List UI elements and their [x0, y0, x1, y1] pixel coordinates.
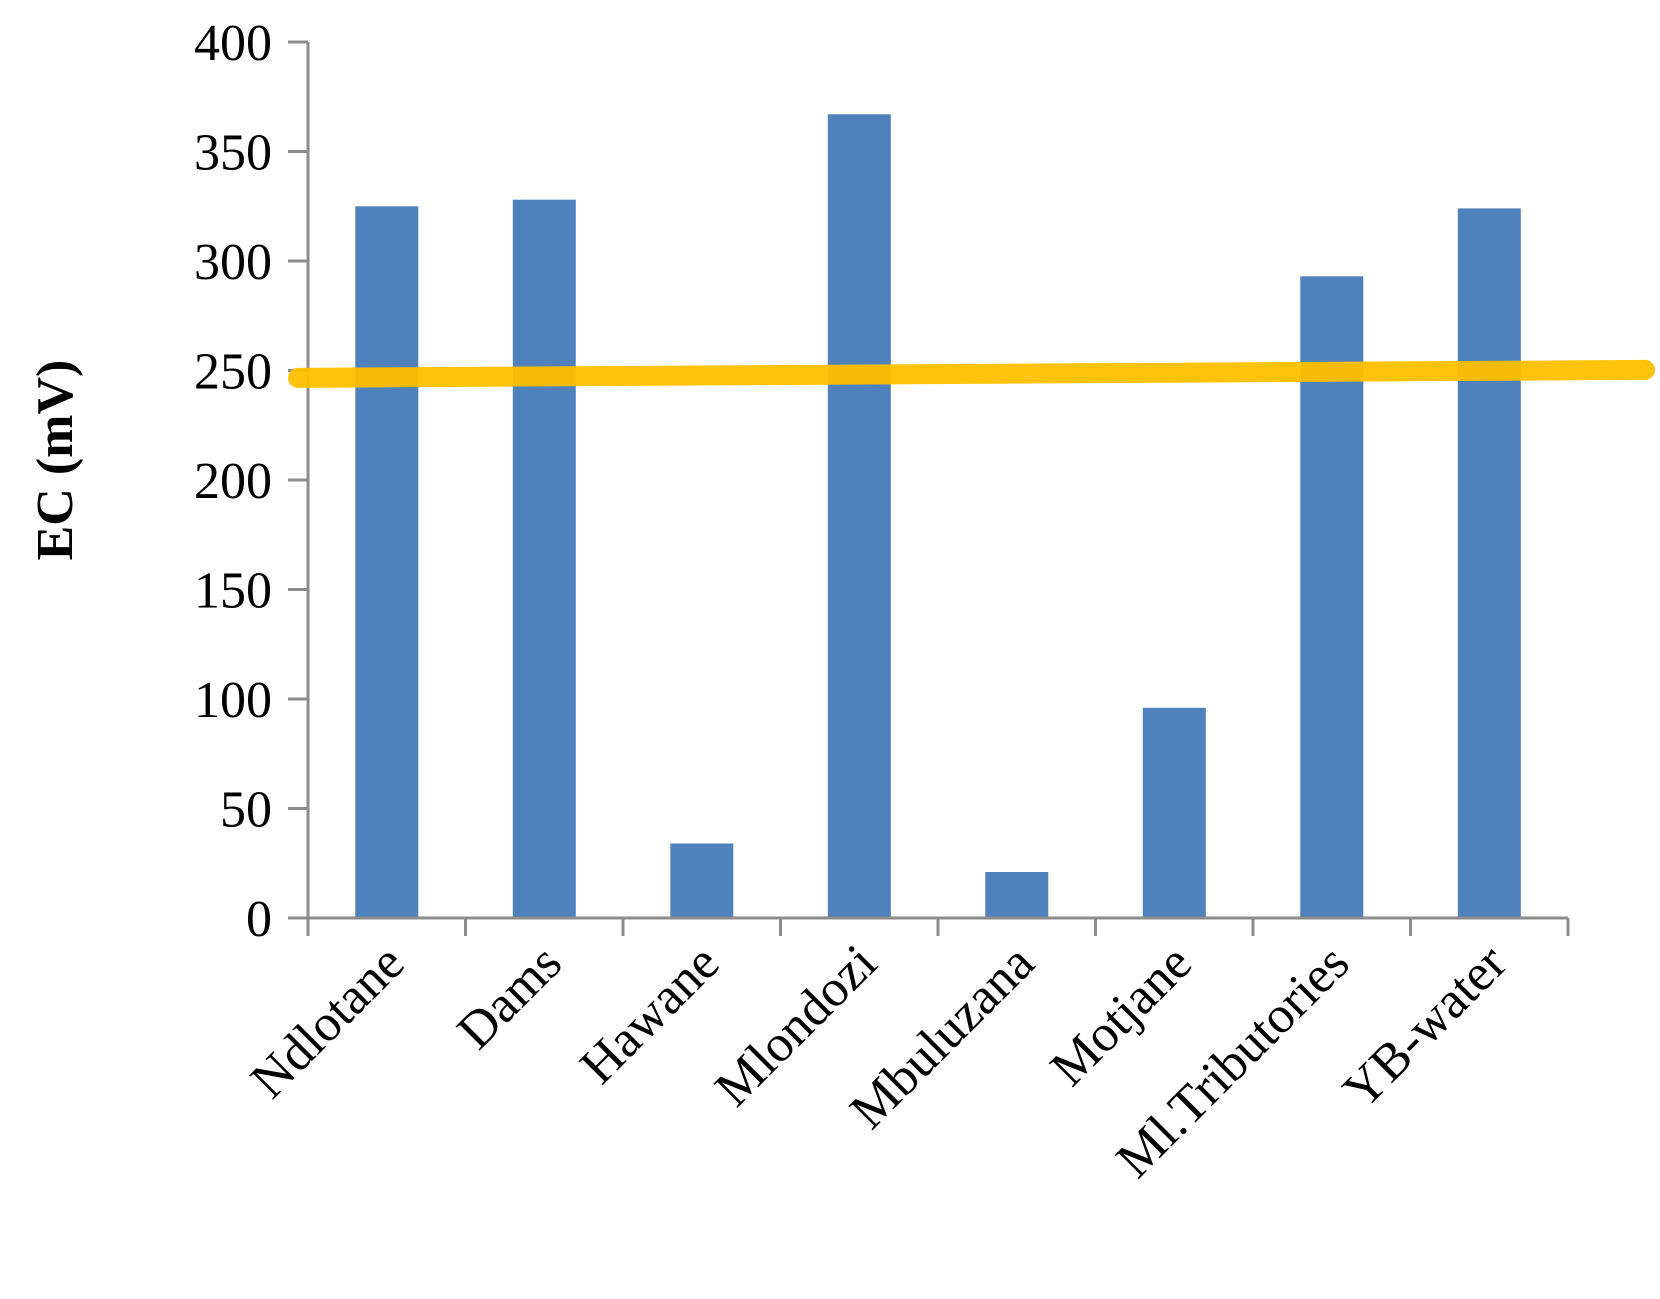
y-tick-label: 400: [194, 15, 272, 72]
axes-group: [288, 42, 1570, 936]
bars-group: [355, 114, 1521, 919]
reference-line-group: [288, 359, 1655, 388]
bar-motjane: [1142, 707, 1206, 918]
bar-ndlotane: [355, 206, 419, 919]
y-tick-label: 350: [194, 125, 272, 182]
y-tick-label: 100: [194, 672, 272, 729]
reference-line: [288, 359, 1655, 388]
bar-dams: [512, 199, 576, 918]
y-tick-label: 50: [220, 782, 272, 839]
x-tick-label: Hawane: [570, 934, 731, 1095]
y-tick-label: 150: [194, 563, 272, 620]
x-tick-label: Motjane: [1040, 934, 1203, 1097]
y-axis-title: EC (mV): [27, 360, 84, 561]
y-tick-label: 300: [194, 234, 272, 291]
bar-yb-water: [1457, 208, 1521, 918]
x-tick-label: YB-water: [1333, 934, 1518, 1119]
x-tick-label: Ndlotane: [240, 934, 415, 1109]
y-tick-label: 250: [194, 344, 272, 401]
bar-mlondozi: [827, 114, 891, 919]
y-tick-label: 200: [194, 453, 272, 510]
y-ticks-group: 0 50 100 150 200 250 300 350 400: [194, 15, 308, 948]
x-tick-label: Dams: [447, 934, 573, 1060]
bar-hawane: [670, 843, 734, 918]
y-tick-label: 0: [246, 891, 272, 948]
bar-ml-tributories: [1300, 276, 1364, 918]
bar-mbuluzana: [985, 872, 1049, 918]
x-labels-group: Ndlotane DamsHawaneMlondoziMbuluzanaMotja…: [240, 934, 1518, 1189]
